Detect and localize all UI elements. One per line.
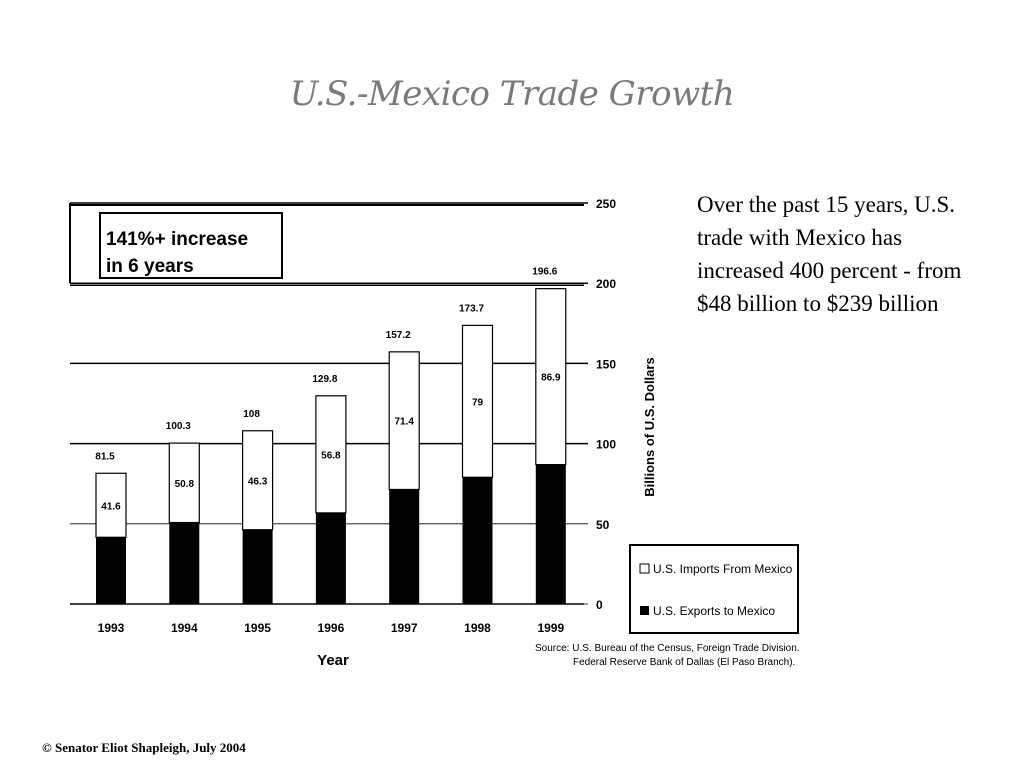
bar-imports [242,430,274,531]
bar-exports [242,529,273,604]
bar-group-1998 [461,324,494,604]
value-labels: 41.6 81.5 50.8 100.3 46.3 108 56.8 129.8 71.4 157… [95,267,561,513]
total-label: 157.2 [386,330,411,341]
bar-group-1995 [242,430,274,604]
y-tick-label: 0 [596,598,603,612]
annotation-line-2: in 6 years [106,256,194,277]
y-axis: 0 50 100 150 200 250 [596,197,616,612]
bar-imports [535,288,567,466]
legend-label-imports: U.S. Imports From Mexico [653,562,793,576]
bar-exports [315,512,346,604]
x-axis: 1993 1994 1995 1996 1997 1998 1999 [98,621,565,635]
bar-imports [388,351,420,491]
copyright-footer: © Senator Eliot Shapleigh, July 2004 [42,740,246,755]
segment-label: 56.8 [321,450,341,461]
total-label: 100.3 [166,421,191,432]
bar-group-1993 [95,472,127,604]
bar-exports [96,537,126,604]
total-label: 173.7 [459,303,484,314]
bar-group-1996 [315,395,347,604]
total-label: 108 [243,409,260,420]
bar-group-1999 [535,288,567,604]
y-tick-label: 100 [596,438,616,452]
x-tick-label: 1994 [171,621,198,635]
bar-group-1997 [388,351,420,604]
y-tick-label: 200 [596,277,616,291]
bar-exports [389,489,420,604]
segment-label: 50.8 [175,479,195,490]
legend: U.S. Imports From Mexico U.S. Exports to… [629,544,799,634]
segment-label: 46.3 [248,476,268,487]
x-tick-label: 1995 [244,621,271,635]
x-axis-label: Year [317,652,349,669]
total-label: 129.8 [312,374,337,385]
bar-imports [315,395,347,514]
segment-label: 71.4 [394,417,414,428]
bar-imports [95,472,127,538]
bar-exports [169,522,200,604]
x-tick-label: 1999 [537,621,564,635]
bar-imports [461,324,494,478]
x-tick-label: 1993 [98,621,125,635]
legend-label-exports: U.S. Exports to Mexico [653,604,775,618]
segment-label: 79 [472,397,484,408]
annotation-box [99,212,283,279]
total-label: 196.6 [532,267,557,278]
x-tick-label: 1998 [464,621,491,635]
bar-imports [168,442,200,524]
x-tick-label: 1997 [391,621,418,635]
x-tick-label: 1996 [318,621,345,635]
legend-swatch-exports [640,606,649,615]
y-tick-label: 250 [596,197,616,211]
bar-exports [462,477,493,604]
y-tick-label: 50 [596,518,610,532]
source-line-1: Source: U.S. Bureau of the Census, Forei… [535,643,800,654]
y-axis-label: Billions of U.S. Dollars [642,357,657,496]
slide-title: U.S.-Mexico Trade Growth [289,74,735,114]
total-label: 81.5 [95,451,115,462]
bar-groups [95,288,567,604]
segment-label: 86.9 [541,373,561,384]
bar-exports [535,464,566,604]
side-text: Over the past 15 years, U.S. trade with … [697,192,962,316]
legend-swatch-imports [639,563,650,574]
legend-frame [629,544,799,634]
source-line-2: Federal Reserve Bank of Dallas (El Paso … [573,657,795,668]
bar-group-1994 [168,442,200,604]
y-tick-label: 150 [596,357,616,371]
annotation-line-1: 141%+ increase [106,229,248,250]
segment-label: 41.6 [101,501,121,512]
